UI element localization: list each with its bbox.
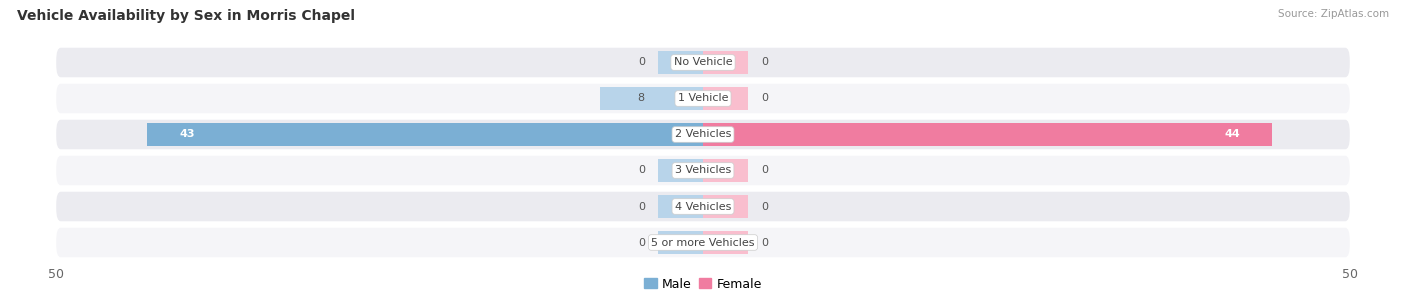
Text: 1 Vehicle: 1 Vehicle bbox=[678, 94, 728, 103]
Text: 0: 0 bbox=[761, 238, 768, 247]
Bar bbox=[658, 159, 703, 182]
Text: 0: 0 bbox=[638, 238, 645, 247]
Bar bbox=[703, 159, 748, 182]
Text: Vehicle Availability by Sex in Morris Chapel: Vehicle Availability by Sex in Morris Ch… bbox=[17, 9, 354, 23]
Bar bbox=[658, 51, 703, 74]
Text: 2 Vehicles: 2 Vehicles bbox=[675, 130, 731, 139]
Text: 43: 43 bbox=[179, 130, 194, 139]
Bar bbox=[703, 51, 748, 74]
FancyBboxPatch shape bbox=[56, 84, 1350, 113]
Text: Source: ZipAtlas.com: Source: ZipAtlas.com bbox=[1278, 9, 1389, 19]
FancyBboxPatch shape bbox=[56, 228, 1350, 257]
FancyBboxPatch shape bbox=[56, 192, 1350, 221]
Bar bbox=[703, 123, 1272, 146]
FancyBboxPatch shape bbox=[56, 48, 1350, 77]
Bar bbox=[703, 87, 748, 110]
Bar bbox=[658, 231, 703, 254]
FancyBboxPatch shape bbox=[56, 120, 1350, 149]
Text: No Vehicle: No Vehicle bbox=[673, 58, 733, 67]
Text: 0: 0 bbox=[638, 58, 645, 67]
Text: 0: 0 bbox=[761, 202, 768, 211]
Bar bbox=[703, 231, 748, 254]
Text: 0: 0 bbox=[761, 166, 768, 175]
Text: 8: 8 bbox=[638, 94, 645, 103]
Bar bbox=[658, 195, 703, 218]
Bar bbox=[146, 123, 703, 146]
Bar bbox=[599, 87, 703, 110]
Bar bbox=[703, 195, 748, 218]
Text: 0: 0 bbox=[638, 166, 645, 175]
Text: 4 Vehicles: 4 Vehicles bbox=[675, 202, 731, 211]
Legend: Male, Female: Male, Female bbox=[640, 273, 766, 296]
Text: 0: 0 bbox=[638, 202, 645, 211]
Text: 3 Vehicles: 3 Vehicles bbox=[675, 166, 731, 175]
Text: 44: 44 bbox=[1225, 130, 1240, 139]
FancyBboxPatch shape bbox=[56, 156, 1350, 185]
Text: 5 or more Vehicles: 5 or more Vehicles bbox=[651, 238, 755, 247]
Text: 0: 0 bbox=[761, 94, 768, 103]
Text: 0: 0 bbox=[761, 58, 768, 67]
